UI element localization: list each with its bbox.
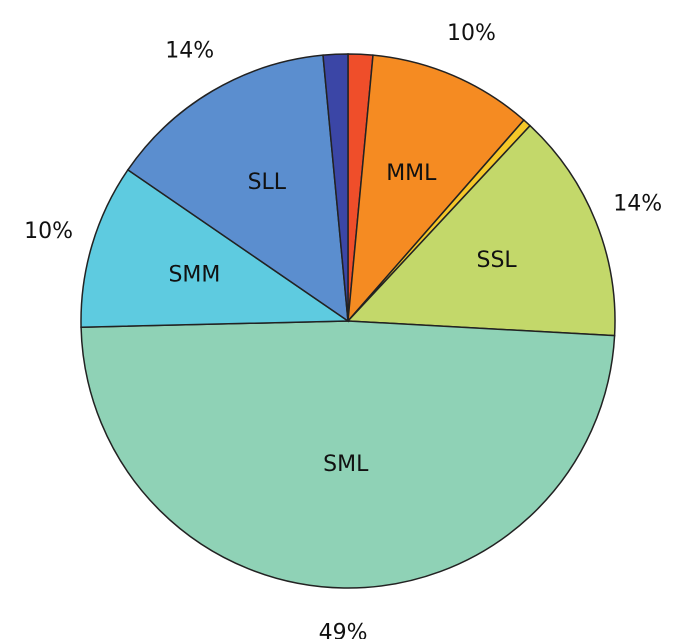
slice-label: SSL (477, 248, 518, 273)
pie-slice (126, 54, 349, 323)
pie-slice (80, 320, 616, 589)
pie-slice (346, 124, 616, 337)
pie-slice (347, 54, 525, 324)
slice-label: SML (323, 452, 369, 477)
value-label: 14% (165, 39, 214, 64)
value-label: 10% (447, 21, 496, 46)
value-label: 49% (319, 620, 368, 639)
pie-slice (80, 168, 351, 329)
slice-label: SLL (248, 170, 287, 195)
slice-label: MML (386, 161, 437, 186)
pie-slice (322, 53, 349, 322)
slice-label: SMM (168, 262, 220, 287)
value-label: 14% (613, 191, 662, 216)
value-label: 10% (24, 219, 73, 244)
